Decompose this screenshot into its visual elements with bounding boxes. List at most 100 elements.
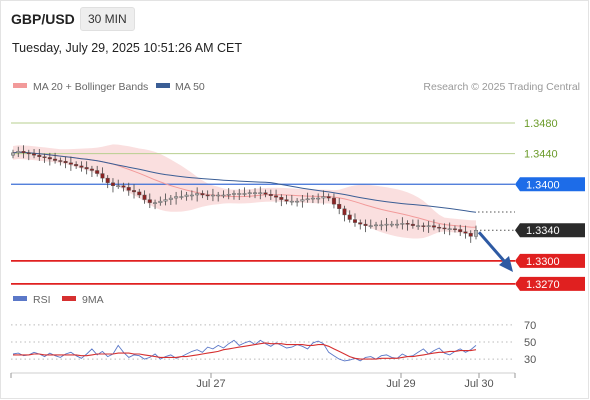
candle [26, 149, 31, 161]
candle-body [279, 197, 284, 200]
candle-body [79, 165, 84, 168]
rsi-tick-70: 70 [524, 320, 536, 332]
resistance-label-1-3440: 1.3440 [524, 149, 558, 161]
candle [79, 161, 84, 172]
pivot-tag-1-3400 [515, 177, 585, 192]
candle [342, 205, 347, 222]
candle [74, 161, 79, 169]
candle-body [389, 223, 394, 226]
candle [258, 186, 263, 200]
resistance-label-1-3480: 1.3480 [524, 118, 558, 130]
candle-body [63, 161, 68, 164]
candle-body [300, 199, 305, 202]
candle-body [263, 192, 268, 195]
candle [10, 149, 15, 159]
candle [89, 165, 94, 177]
ma50-legend-label: MA 50 [175, 81, 205, 93]
support-label-1-3270: 1.3270 [526, 279, 560, 291]
forecast-arrow-head [499, 256, 513, 272]
candle [437, 224, 442, 233]
candle-body [142, 194, 147, 200]
timeframe-badge[interactable]: 30 MIN [80, 7, 135, 31]
candle [205, 190, 210, 200]
candle [32, 149, 37, 159]
candle-body [463, 231, 468, 234]
candle-body [26, 152, 31, 155]
candle-body [363, 223, 368, 226]
ma50-line [12, 151, 477, 213]
candle-body [405, 223, 410, 225]
candle-body [105, 177, 110, 183]
candle-body [447, 228, 452, 230]
candle-body [100, 173, 105, 179]
candle [153, 199, 158, 210]
candle [310, 195, 315, 204]
candle-body [226, 194, 231, 196]
candle [421, 222, 426, 232]
candle [374, 221, 379, 230]
candle [105, 175, 110, 189]
candle-body [137, 191, 142, 196]
candle [337, 198, 342, 215]
candle-body [168, 197, 173, 200]
candle [121, 182, 126, 192]
candle [326, 193, 331, 202]
candle-body [242, 193, 247, 195]
candle [237, 188, 242, 200]
ma20-legend-swatch [13, 83, 27, 88]
candle-body [200, 193, 205, 196]
ma50-legend-swatch [156, 83, 170, 88]
candle [142, 190, 147, 204]
candle-body [32, 153, 37, 156]
ma20-legend-label: MA 20 + Bollinger Bands [33, 81, 148, 93]
candle [253, 188, 258, 199]
candle [363, 219, 368, 233]
candle [53, 152, 58, 164]
forecast-arrow-shaft [477, 231, 507, 263]
instrument-symbol: GBP/USD [11, 11, 75, 27]
candle-body [84, 167, 89, 170]
candle-body [195, 193, 200, 196]
rsi-tick-50: 50 [524, 337, 536, 349]
candle [216, 191, 221, 202]
candle [474, 225, 479, 240]
candle-body [331, 197, 336, 205]
candle-body [352, 219, 357, 223]
candle [63, 156, 68, 169]
candle [174, 191, 179, 205]
candle [263, 189, 268, 198]
candle-body [295, 200, 300, 203]
candle [384, 217, 389, 232]
candle-body [258, 192, 263, 194]
candle [279, 194, 284, 207]
candle-body [384, 223, 389, 226]
copyright-notice: Research © 2025 Trading Central [423, 81, 580, 93]
candle-body [452, 228, 457, 230]
candle-body [205, 194, 210, 197]
candle [352, 213, 357, 227]
candle [37, 149, 42, 161]
rsi-ma-line [13, 342, 477, 360]
rsi-ma-legend-label: 9MA [82, 294, 104, 306]
candle-body [358, 222, 363, 225]
candle [410, 219, 415, 229]
candle [284, 195, 289, 205]
candle-body [410, 223, 415, 226]
candle-body [474, 230, 479, 237]
candle [295, 198, 300, 207]
candle [347, 210, 352, 223]
candle-body [153, 202, 158, 204]
candle-body [374, 224, 379, 227]
candle-body [174, 196, 179, 199]
candle [21, 145, 26, 159]
candle-body [342, 208, 347, 216]
candle-body [110, 182, 115, 187]
candle-body [184, 194, 189, 197]
candle-body [247, 192, 252, 194]
rsi-legend-label: RSI [33, 294, 51, 306]
candle [47, 152, 52, 166]
candle [100, 167, 105, 183]
candle-body [231, 193, 236, 195]
candle [358, 219, 363, 230]
